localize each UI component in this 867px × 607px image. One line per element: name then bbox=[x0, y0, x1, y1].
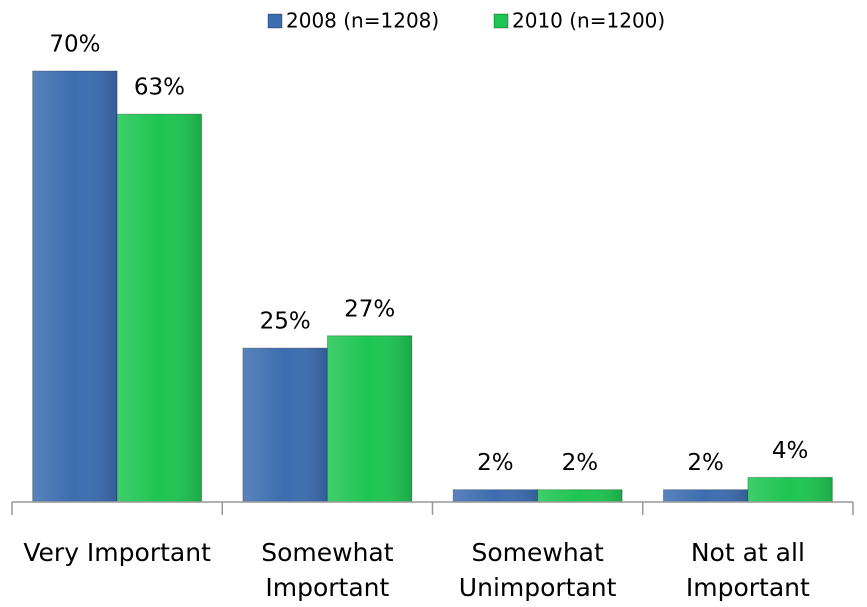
data-label: 2% bbox=[477, 450, 514, 476]
data-label: 25% bbox=[260, 309, 311, 335]
x-tick-label: Somewhat Important bbox=[261, 538, 394, 602]
legend-swatch bbox=[267, 13, 283, 29]
data-label: 2% bbox=[562, 450, 599, 476]
data-label: 63% bbox=[134, 75, 185, 101]
bar-shade bbox=[453, 489, 538, 502]
x-tick-label: Not at all Important bbox=[686, 538, 810, 602]
bar-shade bbox=[242, 348, 328, 502]
legend-label: 2008 (n=1208) bbox=[286, 9, 439, 33]
legend-label: 2010 (n=1200) bbox=[512, 9, 665, 33]
bar-shade bbox=[747, 477, 833, 502]
data-label: 4% bbox=[772, 438, 809, 464]
bar-shade bbox=[663, 489, 748, 502]
bar-shade bbox=[32, 71, 118, 502]
bar-shade bbox=[537, 489, 623, 502]
legend-swatch bbox=[493, 13, 509, 29]
x-tick-label: Very Important bbox=[23, 538, 211, 567]
bar-shade bbox=[117, 114, 202, 502]
data-label: 70% bbox=[49, 32, 100, 58]
data-label: 27% bbox=[344, 296, 395, 322]
bar-shade bbox=[327, 335, 412, 502]
data-label: 2% bbox=[687, 450, 724, 476]
x-tick-label: Somewhat Unimportant bbox=[459, 538, 617, 602]
